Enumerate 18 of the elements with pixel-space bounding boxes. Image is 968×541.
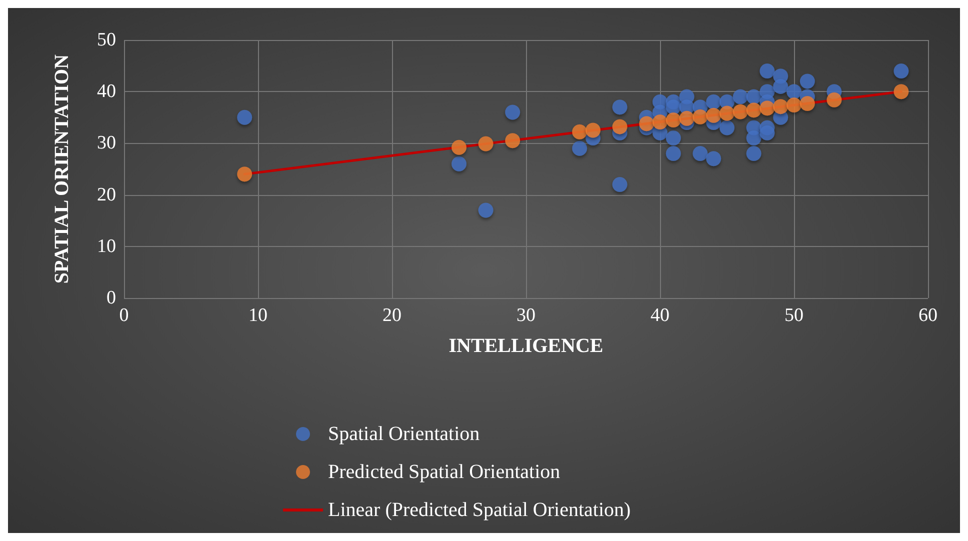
- y-tick-label: 40: [97, 81, 116, 102]
- y-axis-title: SPATIAL ORIENTATION: [51, 54, 73, 284]
- x-axis-title: INTELLIGENCE: [448, 335, 604, 357]
- y-tick-label: 20: [97, 184, 116, 206]
- x-tick-label: 40: [650, 305, 670, 326]
- legend-label: Predicted Spatial Orientation: [328, 461, 560, 483]
- y-tick-label: 10: [97, 236, 116, 257]
- x-tick-label: 0: [119, 305, 129, 326]
- y-tick-label: 0: [106, 288, 116, 308]
- x-tick-label: 60: [918, 305, 938, 326]
- x-tick-label: 30: [516, 305, 536, 326]
- legend-label: Linear (Predicted Spatial Orientation): [328, 499, 631, 521]
- y-tick-label: 30: [97, 132, 116, 154]
- x-tick-label: 50: [784, 305, 804, 326]
- x-tick-label: 10: [248, 305, 268, 326]
- y-tick-label: 50: [97, 30, 116, 50]
- x-tick-label: 20: [382, 305, 402, 326]
- legend-label: Spatial Orientation: [328, 423, 480, 445]
